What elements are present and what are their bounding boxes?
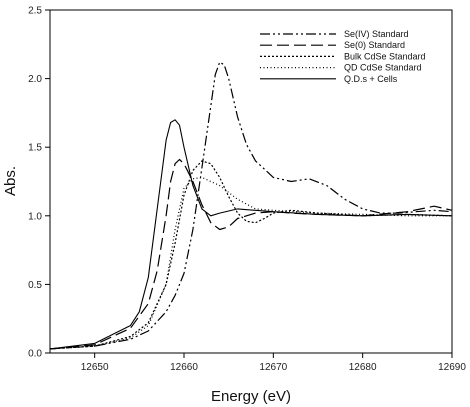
series-layer (49, 61, 453, 350)
y-tick-label: 0.5 (28, 280, 42, 291)
y-tick-label: 0.0 (28, 349, 42, 360)
legend-label-4: QD CdSe Standard (344, 63, 422, 73)
y-tick-label: 1.0 (28, 211, 42, 222)
y-tick-label: 1.5 (28, 143, 42, 154)
series-line-1 (49, 61, 453, 350)
legend-label-5: Q.D.s + Cells (344, 74, 398, 84)
x-tick-label: 12660 (170, 362, 198, 373)
x-tick-label: 12670 (259, 362, 287, 373)
plot-frame (49, 9, 453, 354)
y-axis: 0.0 0.5 1.0 1.5 2.0 2.5 (28, 6, 50, 360)
x-tick-label: 12690 (438, 362, 466, 373)
legend-label-1: Se(IV) Standard (344, 29, 409, 39)
y-tick-label: 2.0 (28, 74, 42, 85)
x-axis-title: Energy (eV) (211, 388, 291, 405)
legend-label-2: Se(0) Standard (344, 40, 405, 50)
series-line-5 (49, 119, 453, 350)
y-axis-title: Abs. (2, 166, 19, 196)
series-line-2 (49, 158, 453, 350)
legend-label-3: Bulk CdSe Standard (344, 51, 426, 61)
x-tick-label: 12680 (349, 362, 377, 373)
y-tick-label: 2.5 (28, 6, 42, 17)
x-tick-label: 12650 (81, 362, 109, 373)
x-axis: 12650 12660 12670 12680 12690 (81, 353, 466, 373)
series-line-4 (49, 176, 452, 350)
series-line-3 (49, 160, 453, 350)
